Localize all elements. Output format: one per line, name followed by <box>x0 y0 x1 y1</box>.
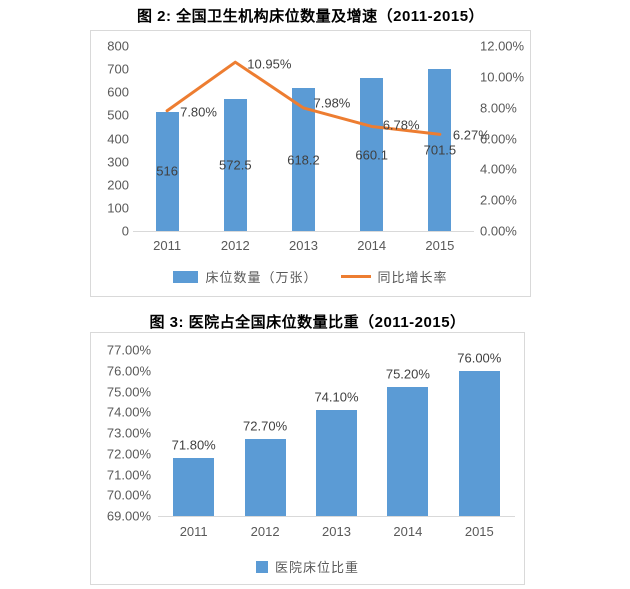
chart2-legend: 医院床位比重 <box>91 557 524 576</box>
chart1-left-tick: 700 <box>107 61 129 77</box>
hospital-share-bar <box>316 410 357 516</box>
hospital-share-bar <box>387 387 429 516</box>
chart2-plot-area: 71.80% 72.70% 74.10% 75.20% 76.00% <box>158 350 515 517</box>
legend2-bar-swatch-icon <box>255 560 268 573</box>
beds-bar-value-label: 572.5 <box>219 157 252 173</box>
chart1-left-tick: 600 <box>107 84 129 100</box>
beds-bar <box>360 78 384 231</box>
x-axis-label: 2011 <box>179 524 208 539</box>
beds-bar-value-label: 660.1 <box>355 147 388 163</box>
x-axis-label: 2012 <box>250 524 280 539</box>
hospital-share-bar <box>244 439 286 516</box>
hospital-share-value-label: 75.20% <box>385 366 430 382</box>
beds-bar <box>428 68 452 231</box>
growth-rate-point-label: 10.95% <box>247 56 292 72</box>
chart1-panel: 800 700 600 500 400 300 200 100 0 516 572.5 618.2 6… <box>90 30 531 297</box>
growth-rate-line <box>165 60 442 136</box>
beds-bar-value-label: 618.2 <box>287 152 320 168</box>
chart2-title: 图 3: 医院占全国床位数量比重（2011-2015） <box>149 314 466 331</box>
chart2-left-tick: 71.00% <box>106 467 151 482</box>
chart1-right-y-axis: 12.00% 10.00% 8.00% 6.00% 4.00% 2.00% 0.00% <box>480 40 530 238</box>
chart2-x-axis: 2011 2012 2013 2014 2015 <box>158 525 515 540</box>
chart1-right-tick: 12.00% <box>480 38 525 54</box>
chart1-left-tick: 200 <box>107 177 129 193</box>
growth-rate-point-label: 6.78% <box>382 117 420 133</box>
hospital-share-value-label: 76.00% <box>457 350 502 366</box>
hospital-share-bar <box>173 457 215 516</box>
x-axis-label: 2014 <box>357 238 387 253</box>
legend-line-swatch-icon <box>340 275 371 278</box>
chart1-left-tick: 800 <box>107 38 129 54</box>
chart2-left-tick: 72.00% <box>106 446 151 462</box>
x-axis-label: 2014 <box>393 524 423 539</box>
chart1-right-tick: 0.00% <box>480 223 517 239</box>
beds-bar <box>292 88 315 231</box>
chart1-right-tick: 8.00% <box>480 100 517 116</box>
chart1-x-axis: 2011 2012 2013 2014 2015 <box>133 239 474 254</box>
chart1-title: 图 2: 全国卫生机构床位数量及增速（2011-2015） <box>136 8 485 25</box>
chart2-left-tick: 70.00% <box>106 487 151 503</box>
chart2-left-tick: 77.00% <box>106 342 151 358</box>
legend-line-label: 同比增长率 <box>377 270 448 285</box>
hospital-share-value-label: 74.10% <box>314 389 359 405</box>
chart2-left-tick: 73.00% <box>106 425 151 441</box>
chart2-left-tick: 74.00% <box>106 404 151 420</box>
beds-bar-value-label: 701.5 <box>423 142 457 158</box>
chart1-left-tick: 100 <box>107 200 129 216</box>
chart1-right-tick: 6.00% <box>480 131 517 146</box>
legend-bar-swatch-icon <box>173 270 199 283</box>
x-axis-label: 2015 <box>464 524 494 539</box>
beds-bar <box>155 111 179 231</box>
chart1-right-tick: 10.00% <box>480 69 525 85</box>
chart2-panel: 77.00% 76.00% 75.00% 74.00% 73.00% 72.00% 71.0… <box>90 332 525 585</box>
x-axis-label: 2015 <box>425 238 455 253</box>
chart1-left-tick: 300 <box>107 154 129 170</box>
x-axis-label: 2012 <box>220 238 250 253</box>
growth-rate-point-label: 7.98% <box>313 95 351 111</box>
hospital-share-value-label: 72.70% <box>243 418 288 434</box>
chart2-left-tick: 69.00% <box>106 508 151 524</box>
chart1-left-tick: 500 <box>107 107 129 123</box>
beds-bar <box>223 98 247 231</box>
growth-rate-point-label: 6.27% <box>452 127 490 143</box>
x-axis-label: 2011 <box>153 238 182 253</box>
chart1-right-tick: 4.00% <box>480 161 517 177</box>
x-axis-label: 2013 <box>289 238 318 253</box>
chart1-left-tick: 0 <box>121 223 129 239</box>
chart2-left-tick: 76.00% <box>106 363 151 379</box>
legend-bar-label: 床位数量（万张） <box>205 270 318 285</box>
chart1-left-y-axis: 800 700 600 500 400 300 200 100 0 <box>95 40 129 238</box>
x-axis-label: 2013 <box>322 524 351 539</box>
chart1-right-tick: 2.00% <box>480 192 517 208</box>
chart2-left-tick: 75.00% <box>106 384 151 399</box>
hospital-share-value-label: 71.80% <box>171 437 216 453</box>
beds-bar-value-label: 516 <box>156 163 178 179</box>
chart1-plot-area: 516 572.5 618.2 660.1 701.5 7.80% 10.95% 7.98% 6… <box>133 46 490 232</box>
chart1-left-tick: 400 <box>107 131 129 146</box>
growth-rate-point-label: 7.80% <box>180 104 217 120</box>
legend2-bar-label: 医院床位比重 <box>274 560 359 575</box>
chart2-y-axis: 77.00% 76.00% 75.00% 74.00% 73.00% 72.00% 71.0… <box>95 344 151 523</box>
hospital-share-bar <box>458 370 500 516</box>
chart1-legend: 床位数量（万张） 同比增长率 <box>91 267 530 286</box>
